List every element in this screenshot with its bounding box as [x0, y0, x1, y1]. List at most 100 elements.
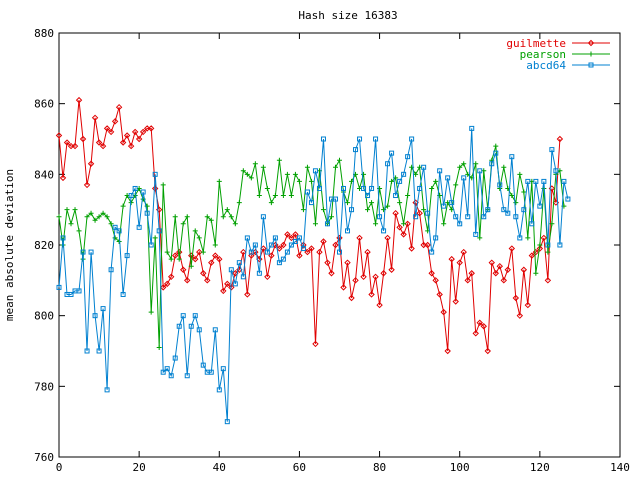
data-point-guilmette	[472, 330, 479, 337]
data-point-pearson	[100, 210, 106, 216]
data-point-guilmette	[220, 287, 227, 295]
data-point-pearson	[328, 214, 334, 220]
data-point-pearson	[473, 161, 479, 167]
data-point-pearson	[373, 221, 379, 227]
data-point-pearson	[180, 221, 186, 227]
data-point-pearson	[337, 157, 342, 163]
data-point-guilmette	[180, 266, 187, 273]
data-point-guilmette	[95, 139, 103, 146]
data-point-pearson	[244, 171, 250, 177]
data-point-guilmette	[464, 277, 471, 284]
data-point-pearson	[240, 168, 246, 174]
data-point-pearson	[216, 178, 222, 184]
data-point-pearson	[365, 207, 371, 213]
y-tick-label: 880	[34, 27, 54, 40]
data-point-guilmette	[500, 277, 508, 284]
data-point-pearson	[345, 200, 351, 206]
data-point-abcd64	[312, 168, 318, 174]
data-point-abcd64	[276, 260, 282, 266]
x-tick-label: 60	[293, 461, 306, 474]
data-point-abcd64	[469, 125, 475, 131]
data-point-pearson	[385, 203, 391, 209]
data-point-pearson	[88, 210, 94, 216]
data-point-guilmette	[460, 248, 467, 256]
data-point-abcd64	[320, 136, 326, 142]
data-point-abcd64	[228, 267, 234, 273]
data-point-abcd64	[477, 168, 483, 174]
data-point-pearson	[493, 143, 499, 149]
data-point-abcd64	[172, 355, 178, 361]
data-point-guilmette	[428, 270, 435, 277]
data-point-pearson	[421, 207, 427, 213]
data-point-abcd64	[341, 185, 347, 191]
data-point-guilmette	[440, 308, 447, 316]
data-point-guilmette	[276, 245, 283, 252]
data-point-abcd64	[557, 242, 563, 248]
data-point-abcd64	[481, 214, 487, 220]
data-point-abcd64	[405, 154, 411, 160]
data-point-guilmette	[244, 291, 251, 298]
data-point-abcd64	[292, 238, 298, 244]
data-point-guilmette	[228, 284, 235, 291]
data-point-guilmette	[484, 347, 491, 355]
legend-label-abcd64: abcd64	[526, 59, 566, 72]
data-point-abcd64	[529, 221, 535, 227]
data-point-abcd64	[437, 168, 443, 174]
data-point-guilmette	[159, 284, 167, 291]
data-point-guilmette	[320, 238, 327, 245]
data-point-guilmette	[456, 259, 463, 266]
data-point-guilmette	[184, 277, 191, 284]
data-point-abcd64	[164, 366, 170, 372]
data-point-guilmette	[364, 248, 371, 256]
data-point-guilmette	[79, 135, 87, 143]
data-point-abcd64	[517, 235, 523, 241]
data-point-pearson	[276, 157, 282, 163]
data-point-pearson	[501, 164, 507, 170]
data-point-guilmette	[163, 280, 171, 288]
data-point-pearson	[312, 221, 318, 227]
data-point-abcd64	[248, 249, 254, 255]
data-point-abcd64	[453, 214, 459, 220]
data-point-guilmette	[324, 259, 331, 266]
data-point-guilmette	[424, 241, 431, 249]
data-point-pearson	[192, 228, 198, 234]
data-point-guilmette	[528, 252, 536, 259]
data-point-abcd64	[220, 366, 226, 372]
data-point-abcd64	[108, 267, 114, 273]
data-point-pearson	[64, 207, 70, 213]
data-point-guilmette	[408, 245, 415, 252]
data-point-guilmette	[296, 252, 303, 259]
data-point-abcd64	[449, 200, 455, 206]
data-point-abcd64	[549, 147, 555, 153]
data-point-guilmette	[432, 277, 439, 284]
data-point-abcd64	[497, 182, 503, 188]
data-point-guilmette	[103, 125, 111, 132]
data-point-pearson	[200, 249, 206, 255]
data-point-guilmette	[404, 220, 411, 228]
x-tick-label: 140	[610, 461, 630, 474]
data-point-pearson	[252, 161, 258, 167]
data-point-pearson	[184, 214, 190, 220]
data-point-pearson	[76, 228, 82, 234]
data-point-abcd64	[132, 185, 138, 191]
data-point-pearson	[172, 214, 178, 220]
series-layer	[55, 96, 571, 425]
data-point-abcd64	[212, 327, 218, 333]
chart-title: Hash size 16383	[298, 9, 397, 22]
x-tick-label: 100	[450, 461, 470, 474]
series-line-guilmette	[58, 100, 561, 352]
data-point-abcd64	[332, 196, 338, 202]
data-point-abcd64	[236, 260, 242, 266]
data-point-pearson	[220, 214, 226, 220]
data-point-abcd64	[565, 196, 571, 202]
data-point-pearson	[405, 193, 411, 199]
data-point-pearson	[196, 235, 202, 241]
data-point-abcd64	[192, 313, 198, 319]
data-point-abcd64	[357, 136, 363, 142]
data-point-guilmette	[208, 259, 215, 266]
data-point-pearson	[264, 185, 270, 191]
data-point-guilmette	[448, 255, 455, 263]
data-point-guilmette	[268, 252, 275, 259]
data-point-guilmette	[340, 284, 347, 291]
data-point-guilmette	[83, 181, 91, 189]
